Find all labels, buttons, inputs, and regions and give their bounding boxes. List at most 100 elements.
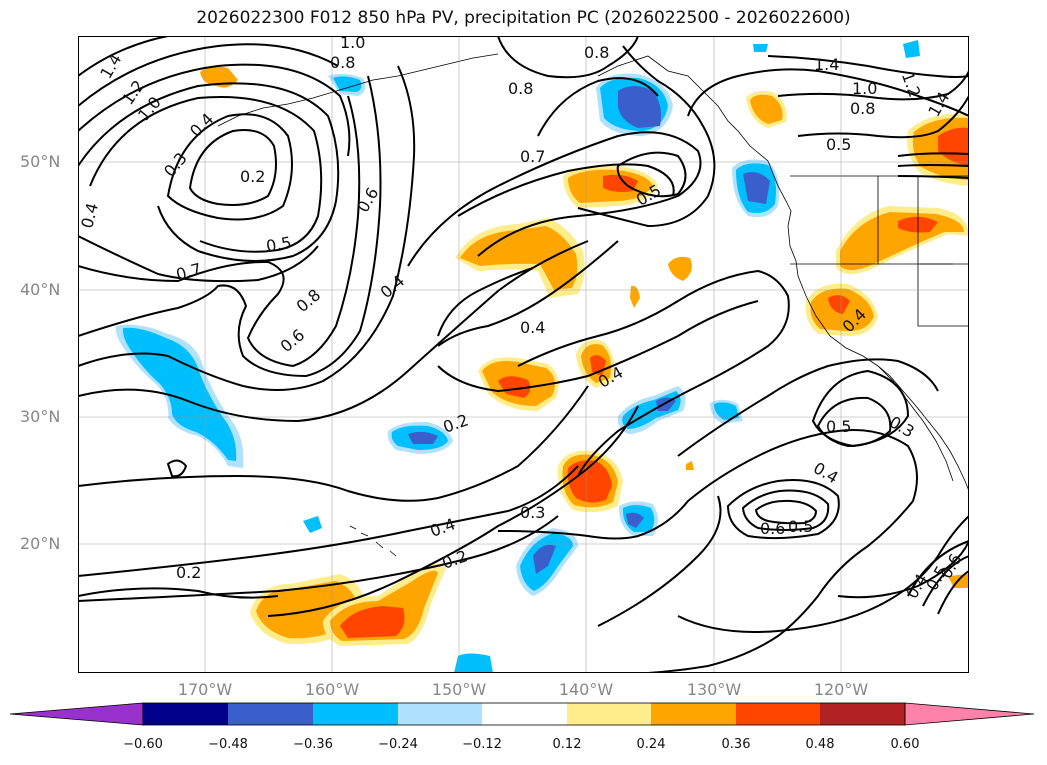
contour-label: 0.8 (850, 99, 875, 118)
precip-pos-blob (750, 94, 783, 124)
contour-label: 0.5 (826, 417, 851, 436)
lat-label: 50°N (20, 152, 61, 171)
colorbar-extend-high (904, 702, 1035, 726)
lat-label: 30°N (20, 407, 61, 426)
contour-label: 0.5 (826, 135, 851, 154)
precip-neg-blob (122, 327, 237, 461)
contour-label: 0.3 (520, 503, 545, 522)
lon-label: 120°W (813, 680, 869, 699)
colorbar-frame (142, 702, 906, 726)
contour-label: 0.7 (520, 147, 545, 166)
pv-contour (78, 587, 279, 599)
pv-contour (726, 479, 840, 540)
pv-contour (497, 429, 918, 673)
precip-pos-blob (200, 66, 238, 88)
pv-contour (166, 113, 293, 221)
pv-contour (754, 499, 818, 525)
precip-neg-blob (714, 402, 739, 420)
pv-contour (767, 55, 969, 78)
pv-contour (78, 82, 340, 262)
precip-neg-blob (753, 44, 768, 52)
aleutian-islands (217, 53, 499, 127)
colorbar-tick-label: 0.12 (552, 737, 582, 752)
baja-california-coast (877, 365, 954, 482)
map-frame (78, 36, 969, 673)
pv-contour (741, 489, 830, 531)
pv-contour (437, 267, 534, 337)
colorbar-tick-label: −0.36 (293, 737, 333, 752)
pv-contours (78, 36, 969, 673)
us-state-line (877, 176, 969, 327)
pv-contour (78, 515, 559, 602)
pv-contour (437, 240, 619, 347)
precip-positive-shading (200, 66, 969, 646)
pv-contour (837, 540, 969, 599)
colorbar-tick-label: 0.60 (890, 737, 920, 752)
contour-label: 0.8 (584, 43, 609, 62)
colorbar-tick-label: −0.60 (123, 737, 163, 752)
map-plot: 1.4 1.2 1.0 0.4 0.3 0.2 0.8 1.0 0.8 0.7 … (78, 36, 969, 673)
contour-label: 0.8 (508, 79, 533, 98)
colorbar-segment (313, 703, 398, 725)
precip-pos-blob (686, 461, 694, 470)
lon-label: 170°W (177, 680, 233, 699)
lon-label: 160°W (304, 680, 360, 699)
pv-contour (188, 129, 277, 206)
colorbar-segment (228, 703, 313, 725)
colorbar-segment (651, 703, 736, 725)
contour-label: 1.0 (340, 36, 365, 52)
pv-contour (517, 269, 790, 477)
pv-contour (577, 45, 716, 228)
map-panel: 1.4 1.2 1.0 0.4 0.3 0.2 0.8 1.0 0.8 0.7 … (78, 36, 969, 673)
pv-contour (537, 77, 659, 137)
contour-label: 0.5 (788, 517, 813, 536)
coastlines (217, 53, 969, 557)
contour-label: 1.0 (852, 79, 877, 98)
pv-contour (687, 68, 969, 117)
pv-contour (457, 163, 675, 217)
precip-pos-blob (630, 285, 640, 308)
pv-contour (437, 300, 759, 393)
pv-contour (78, 65, 416, 391)
precip-pos-blob (668, 256, 692, 281)
contour-label: 0.5 (265, 233, 293, 256)
pv-contour (78, 43, 339, 107)
colorbar-segment (567, 703, 651, 725)
pv-contour (777, 70, 969, 101)
colorbar-tick-label: 0.24 (636, 737, 666, 752)
pv-contour (78, 95, 361, 368)
pv-contour (597, 495, 722, 627)
precip-neg-blob (533, 544, 556, 574)
pv-contour (78, 75, 382, 378)
precip-pos-blob (567, 460, 612, 503)
pv-contour (677, 358, 939, 457)
colorbar-segment (398, 703, 482, 725)
pv-contour (677, 515, 969, 633)
pv-contour (166, 459, 188, 478)
colorbar-tick-label: −0.12 (462, 737, 502, 752)
pv-contour (797, 95, 969, 139)
precip-neg-blob (333, 76, 362, 92)
precip-negative-shading (115, 40, 920, 673)
lon-label: 150°W (431, 680, 487, 699)
pv-contour (616, 151, 687, 198)
precip-pos-blob (828, 295, 850, 314)
colorbar-segment (820, 703, 905, 725)
colorbar-tick-label: −0.48 (208, 737, 248, 752)
pv-contour (78, 63, 351, 157)
precip-neg-blob (903, 40, 920, 58)
colorbar-segment (143, 703, 228, 725)
colorbar (10, 702, 1035, 726)
pv-contour (78, 385, 589, 502)
hawaiian-islands (349, 525, 397, 557)
pv-contour (407, 131, 702, 267)
north-america-coast (597, 55, 969, 492)
pv-contour (78, 240, 589, 423)
contour-label: 0.2 (176, 563, 201, 582)
precip-neg-blob (454, 653, 493, 673)
pv-contour (89, 95, 323, 253)
lat-label: 40°N (20, 280, 61, 299)
pv-contour (78, 465, 579, 577)
precip-pos-blob (460, 226, 578, 290)
gridlines (78, 36, 969, 673)
